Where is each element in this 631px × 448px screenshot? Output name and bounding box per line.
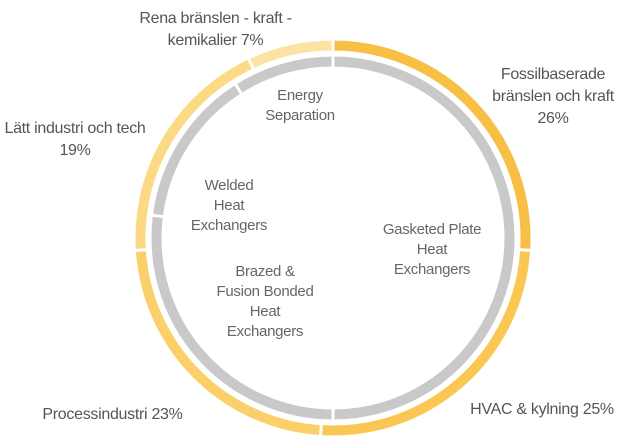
label-text: Fossilbaserade bränslen och kraft [492,66,614,105]
outer-label: Fossilbaserade bränslen och kraft 26% [478,64,628,130]
label-text: 25% [582,401,614,418]
label-text: Gasketed Plate Heat Exchangers [382,221,482,278]
label-text: Rena bränslen - kraft - kemikalier [139,10,292,49]
label-text: Brazed & Fusion Bonded Heat Exchangers [216,263,314,340]
label-text: 26% [537,110,569,127]
label-text: Energy Separation [265,87,335,124]
label-text: HVAC & kylning [470,401,579,418]
outer-label: Processindustri 23% [30,404,195,426]
inner-label: Gasketed Plate Heat Exchangers [382,220,482,280]
label-text: 19% [59,142,91,159]
inner-label: Brazed & Fusion Bonded Heat Exchangers [215,262,315,342]
label-text: Processindustri [42,406,148,423]
label-text: 23% [151,406,183,423]
outer-label: Lätt industri och tech 19% [0,118,150,162]
inner-label: Welded Heat Exchangers [188,176,270,236]
label-text: Lätt industri och tech [4,120,146,137]
outer-label: Rena bränslen - kraft - kemikalier 7% [108,8,323,52]
inner-segment [232,53,335,97]
outer-label: HVAC & kylning 25% [462,399,622,421]
outer-segment [246,37,335,72]
label-text: 7% [240,32,264,49]
inner-label: Energy Separation [255,86,345,126]
label-text: Welded Heat Exchangers [190,177,268,234]
